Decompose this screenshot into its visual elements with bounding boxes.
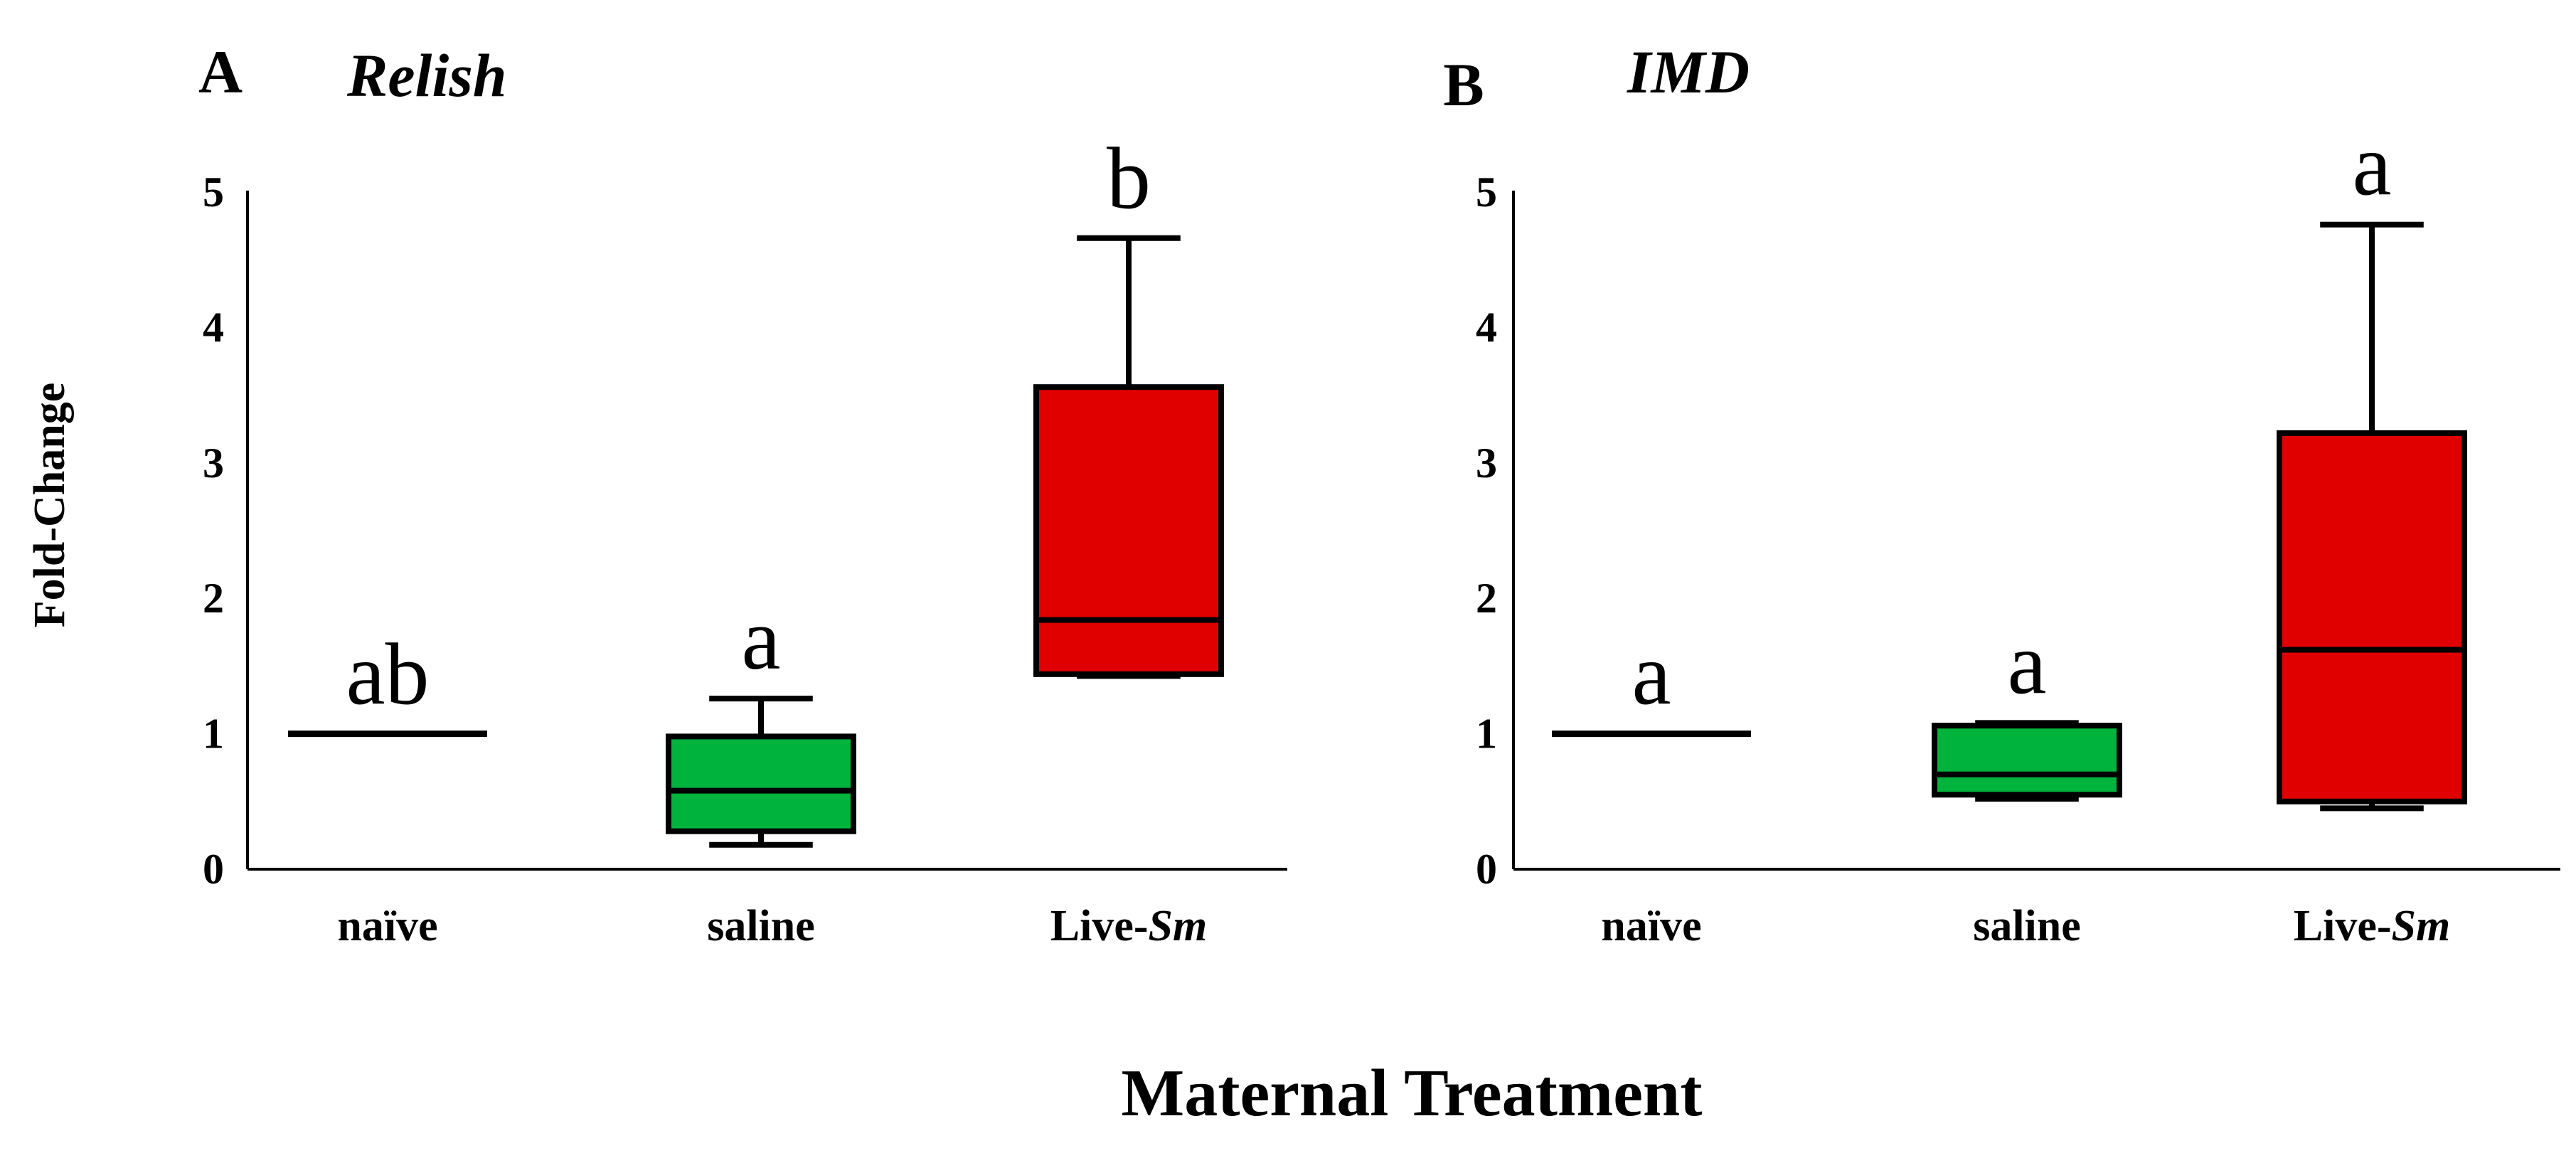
y-tick-label: 4 — [1476, 304, 1497, 351]
panel-letter: A — [198, 38, 243, 106]
y-tick-label: 3 — [1476, 440, 1497, 487]
y-tick-label: 5 — [203, 169, 224, 216]
y-tick-label: 1 — [1476, 711, 1497, 758]
significance-letter: ab — [346, 626, 429, 723]
significance-letter: a — [1632, 626, 1671, 723]
y-tick-label: 3 — [203, 440, 224, 487]
category-label: Live-Sm — [2294, 902, 2450, 950]
category-label: naïve — [1601, 902, 1701, 950]
significance-letter: a — [2352, 117, 2391, 214]
box-iqr — [1033, 384, 1224, 677]
box-1: a saline — [1932, 615, 2122, 950]
y-tick-label: 5 — [1476, 169, 1497, 216]
y-tick-label: 2 — [203, 575, 224, 622]
category-label: saline — [1973, 902, 2081, 950]
box-0: a naïve — [1552, 626, 1751, 950]
y-tick-label: 2 — [1476, 575, 1497, 622]
chart-panels: A Relish 0 1 2 3 4 5 ab naïve a saline b Live-Sm B IMD 0… — [198, 38, 2560, 950]
box-iqr — [2277, 430, 2467, 804]
panel-a: A Relish 0 1 2 3 4 5 ab naïve a saline b Live-Sm — [198, 38, 1287, 950]
y-axis-label: Fold-Change — [26, 383, 74, 627]
significance-letter: a — [2007, 615, 2046, 712]
significance-letter: a — [741, 590, 780, 688]
y-tick-label: 4 — [203, 304, 224, 351]
panel-b: B IMD 0 1 2 3 4 5 a naïve a saline a Live-Sm — [1443, 38, 2560, 950]
y-tick-label: 0 — [203, 846, 224, 893]
category-label: Live-Sm — [1050, 902, 1207, 950]
category-label: saline — [707, 902, 815, 950]
y-tick-label: 0 — [1476, 846, 1497, 893]
panel-title: Relish — [346, 41, 507, 110]
box-1: a saline — [666, 590, 856, 950]
box-2: a Live-Sm — [2277, 117, 2467, 950]
box-iqr — [666, 733, 856, 834]
box-iqr — [1932, 723, 2122, 798]
significance-letter: b — [1107, 130, 1151, 228]
category-label: naïve — [337, 902, 437, 950]
panel-title: IMD — [1627, 38, 1750, 106]
box-0: ab naïve — [288, 626, 487, 950]
box-2: b Live-Sm — [1033, 130, 1224, 950]
x-axis-label: Maternal Treatment — [1121, 1056, 1702, 1130]
y-tick-label: 1 — [203, 711, 224, 758]
panel-letter: B — [1443, 51, 1484, 119]
